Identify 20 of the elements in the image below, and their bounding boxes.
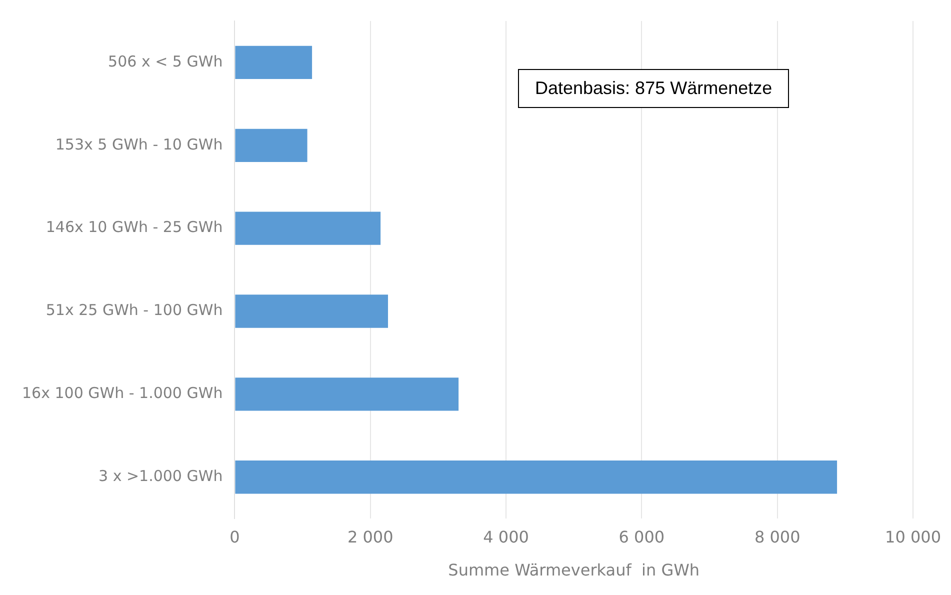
x-tick-label: 4 000 (483, 527, 529, 546)
y-tick-label: 506 x < 5 GWh (108, 52, 223, 70)
annotation: Datenbasis: 875 Wärmenetze (518, 69, 790, 108)
x-tick-label: 0 (230, 527, 240, 546)
y-tick-label: 16x 100 GWh - 1.000 GWh (22, 384, 223, 402)
x-tick-label: 8 000 (754, 527, 800, 546)
bar (235, 294, 388, 328)
y-tick-label: 146x 10 GWh - 25 GWh (46, 218, 223, 236)
y-tick-label: 51x 25 GWh - 100 GWh (46, 301, 223, 320)
bar (235, 46, 312, 80)
x-tick-label: 6 000 (618, 527, 665, 546)
x-tick-label: 2 000 (347, 527, 394, 546)
y-tick-label: 3 x >1.000 GWh (98, 467, 223, 486)
bar (235, 128, 308, 162)
x-axis-title: Summe Wärmeverkauf in GWh (448, 560, 700, 580)
bar (235, 460, 838, 494)
x-tick-label: 10 000 (885, 527, 941, 546)
bar (235, 212, 381, 245)
bar (235, 378, 459, 411)
y-tick-label: 153x 5 GWh - 10 GWh (55, 135, 223, 154)
